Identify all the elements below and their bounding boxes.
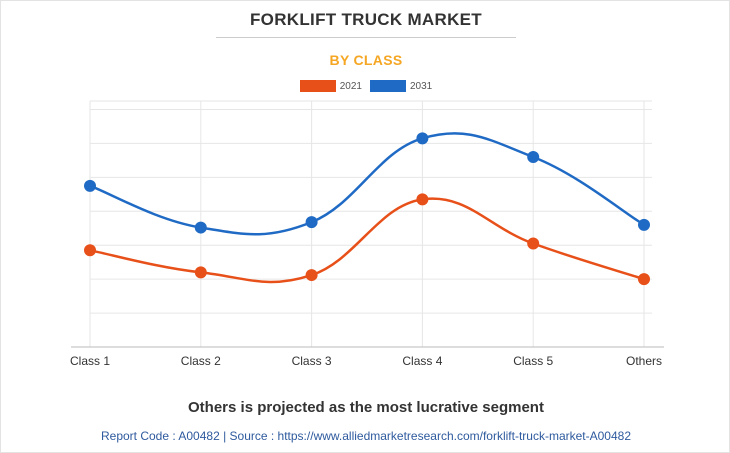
legend-swatch-2031 <box>370 80 406 92</box>
legend-item-2031[interactable]: 2031 <box>370 80 432 92</box>
data-point-2021-2 <box>194 266 207 279</box>
data-point-2031-2 <box>194 221 207 234</box>
data-point-2021-1 <box>84 244 96 257</box>
chart-title: FORKLIFT TRUCK MARKET <box>250 10 482 29</box>
data-point-2031-6 <box>638 218 650 231</box>
x-tick-label: Class 2 <box>181 354 221 368</box>
x-axis: Class 1 Class 2 Class 3 Class 4 Class 5 Other… <box>70 354 662 368</box>
x-tick-label: Class 1 <box>70 354 110 368</box>
grid <box>71 100 664 348</box>
x-tick-label: Others <box>626 354 662 368</box>
x-tick-label: Class 3 <box>292 354 332 368</box>
data-point-2021-3 <box>305 269 318 282</box>
legend-label-2031: 2031 <box>410 80 433 92</box>
data-point-2031-3 <box>305 216 318 229</box>
x-tick-label: Class 5 <box>513 354 553 368</box>
data-point-2021-5 <box>527 237 540 250</box>
title-divider <box>216 37 516 38</box>
legend-label-2021: 2021 <box>339 80 362 92</box>
legend-swatch-2021 <box>299 80 336 92</box>
x-tick-label: Class 4 <box>402 354 442 368</box>
data-point-2031-4 <box>416 132 429 145</box>
series-line-2021 <box>89 197 645 284</box>
legend-item-2021[interactable]: 2021 <box>299 80 362 92</box>
data-point-2031-1 <box>84 179 96 192</box>
data-point-2021-4 <box>416 193 429 206</box>
chart-subtitle: BY CLASS <box>329 52 403 68</box>
series-line-2031 <box>89 132 645 236</box>
data-point-2021-6 <box>638 273 650 286</box>
footer-headline: Others is projected as the most lucrativ… <box>188 399 544 416</box>
line-chart: Class 1 Class 2 Class 3 Class 4 Class 5 Other… <box>70 100 664 368</box>
legend: 2021 2031 <box>1 80 730 92</box>
source-line[interactable]: Report Code : A00482 | Source : https://… <box>100 429 631 443</box>
data-point-2031-5 <box>527 150 540 163</box>
series-group <box>84 132 650 286</box>
